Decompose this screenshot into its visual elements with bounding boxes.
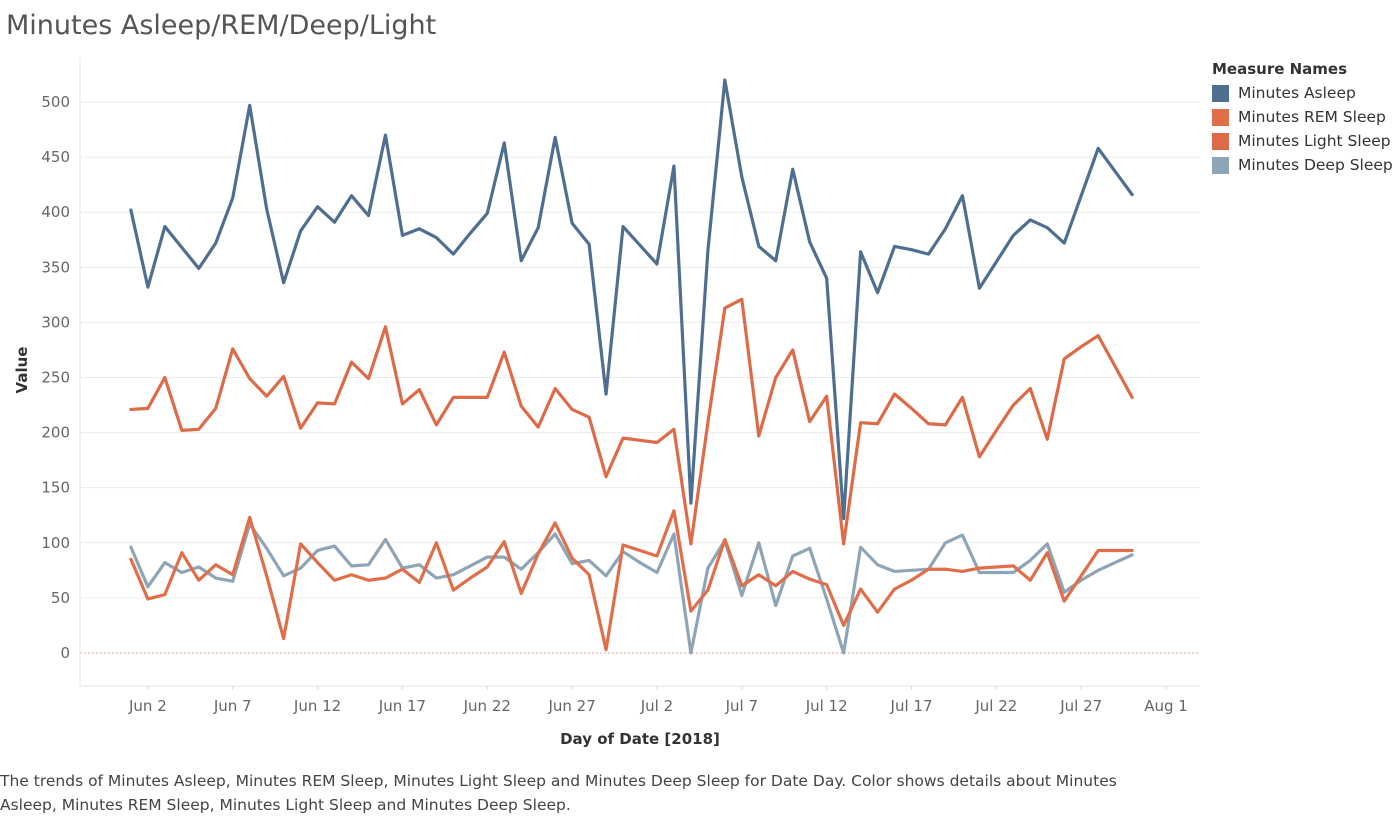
y-tick-label: 250 <box>41 369 70 387</box>
x-tick-label: Jun 2 <box>128 697 167 715</box>
x-tick-label: Jun 17 <box>378 697 426 715</box>
chart-title: Minutes Asleep/REM/Deep/Light <box>6 10 437 41</box>
legend-swatch-minutes-deep-sleep <box>1212 156 1229 174</box>
x-tick-label: Jun 22 <box>463 697 511 715</box>
legend-title: Measure Names <box>1212 60 1348 78</box>
x-tick-label: Jul 17 <box>890 697 933 715</box>
series-line-minutes-light-sleep[interactable] <box>129 297 1134 546</box>
legend-label: Minutes Asleep <box>1238 84 1356 102</box>
x-tick-label: Jun 12 <box>293 697 341 715</box>
legend-item-minutes-asleep[interactable]: Minutes Asleep <box>1212 81 1393 105</box>
x-tick-label: Jul 2 <box>640 697 673 715</box>
x-tick-label: Jun 7 <box>213 697 252 715</box>
y-tick-label: 100 <box>41 534 70 552</box>
y-tick-label: 400 <box>41 203 70 221</box>
y-tick-label: 0 <box>60 644 70 662</box>
series-line-minutes-rem-sleep[interactable] <box>129 509 1134 652</box>
gridlines <box>80 101 1200 654</box>
y-tick-label: 350 <box>41 258 70 276</box>
legend-item-minutes-rem-sleep[interactable]: Minutes REM Sleep <box>1212 105 1393 129</box>
x-axis-title: Day of Date [2018] <box>560 730 720 748</box>
x-tick-label: Jun 27 <box>547 697 595 715</box>
legend-label: Minutes Light Sleep <box>1238 132 1391 150</box>
chart-caption: The trends of Minutes Asleep, Minutes RE… <box>0 772 1117 814</box>
y-tick-label: 450 <box>41 148 70 166</box>
legend-swatch-minutes-light-sleep <box>1212 132 1229 150</box>
y-tick-label: 150 <box>41 479 70 497</box>
legend-label: Minutes Deep Sleep <box>1238 156 1393 174</box>
y-tick-label: 200 <box>41 424 70 442</box>
axes <box>79 58 1200 690</box>
legend-swatch-minutes-rem-sleep <box>1212 108 1229 126</box>
legend: Measure Names Minutes Asleep Minutes REM… <box>1212 60 1393 177</box>
x-tick-label: Aug 1 <box>1144 697 1188 715</box>
series-line-minutes-deep-sleep[interactable] <box>129 522 1134 655</box>
x-tick-label: Jul 27 <box>1059 697 1102 715</box>
legend-item-minutes-light-sleep[interactable]: Minutes Light Sleep <box>1212 129 1393 153</box>
x-tick-label: Jul 12 <box>805 697 848 715</box>
y-tick-label: 50 <box>51 589 70 607</box>
series-line-minutes-asleep[interactable] <box>129 78 1134 521</box>
tick-labels: 0 50 100 150 200 250 300 350 400 450 500 Jun 2 Jun 7… <box>41 93 1188 715</box>
y-axis-title: Value <box>13 347 31 394</box>
legend-swatch-minutes-asleep <box>1212 84 1229 102</box>
series-lines <box>129 78 1134 655</box>
x-tick-label: Jul 7 <box>725 697 758 715</box>
legend-label: Minutes REM Sleep <box>1238 108 1386 126</box>
y-tick-label: 300 <box>41 313 70 331</box>
x-tick-label: Jul 22 <box>974 697 1017 715</box>
legend-item-minutes-deep-sleep[interactable]: Minutes Deep Sleep <box>1212 153 1393 177</box>
y-tick-label: 500 <box>41 93 70 111</box>
